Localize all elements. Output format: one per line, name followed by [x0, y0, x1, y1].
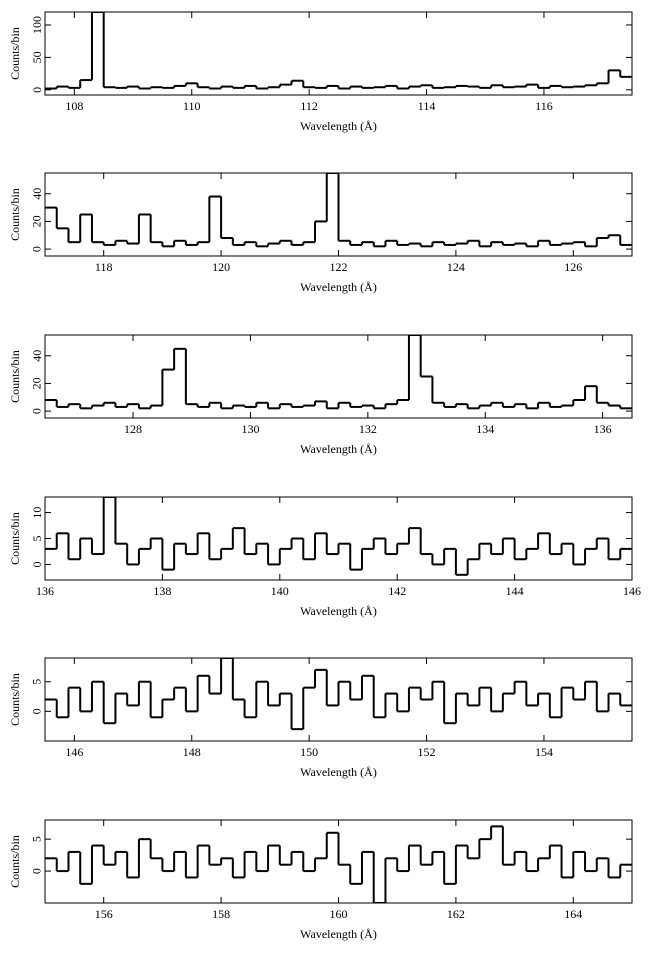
x-tick-label: 154 [535, 745, 553, 759]
x-tick-label: 146 [623, 584, 641, 598]
x-tick-label: 156 [95, 907, 113, 921]
y-tick-label: 10 [30, 507, 44, 519]
x-tick-label: 126 [564, 260, 582, 274]
x-axis-label: Wavelength (Å) [300, 927, 377, 941]
x-axis-label: Wavelength (Å) [300, 119, 377, 133]
y-tick-label: 0 [30, 561, 44, 567]
x-tick-label: 138 [153, 584, 171, 598]
x-tick-label: 122 [330, 260, 348, 274]
y-axis-label: Counts/bin [8, 27, 22, 80]
x-tick-label: 110 [183, 99, 201, 113]
y-tick-label: 5 [30, 536, 44, 542]
frame [44, 496, 633, 581]
x-tick-label: 136 [36, 584, 54, 598]
y-tick-label: 0 [30, 708, 44, 714]
x-tick-label: 140 [271, 584, 289, 598]
frame [44, 657, 633, 742]
y-tick-label: 50 [30, 51, 44, 63]
x-tick-label: 152 [418, 745, 436, 759]
y-tick-label: 40 [30, 350, 44, 362]
y-tick-label: 5 [30, 679, 44, 685]
plot-area [45, 335, 632, 410]
x-tick-label: 162 [447, 907, 465, 921]
x-axis-label: Wavelength (Å) [300, 604, 377, 618]
x-tick-label: 124 [447, 260, 465, 274]
x-tick-label: 148 [183, 745, 201, 759]
y-tick-label: 20 [30, 215, 44, 227]
x-axis-label: Wavelength (Å) [300, 280, 377, 294]
frame [44, 11, 633, 96]
x-tick-label: 108 [65, 99, 83, 113]
x-tick-label: 136 [594, 422, 612, 436]
x-tick-label: 158 [212, 907, 230, 921]
y-tick-label: 20 [30, 377, 44, 389]
y-axis-label: Counts/bin [8, 835, 22, 888]
x-tick-label: 164 [564, 907, 582, 921]
x-axis-label: Wavelength (Å) [300, 765, 377, 779]
x-tick-label: 128 [124, 422, 142, 436]
x-tick-label: 112 [300, 99, 318, 113]
y-tick-label: 40 [30, 188, 44, 200]
y-axis-label: Counts/bin [8, 350, 22, 403]
x-tick-label: 120 [212, 260, 230, 274]
plot-area [45, 12, 632, 90]
plot-area [45, 173, 632, 248]
plot-area [45, 658, 632, 731]
x-axis-label: Wavelength (Å) [300, 442, 377, 456]
y-axis-label: Counts/bin [8, 673, 22, 726]
x-tick-label: 142 [388, 584, 406, 598]
y-tick-label: 0 [30, 868, 44, 874]
y-tick-label: 100 [30, 16, 44, 34]
x-tick-label: 118 [95, 260, 113, 274]
frame [44, 334, 633, 419]
x-tick-label: 114 [418, 99, 436, 113]
y-tick-label: 5 [30, 836, 44, 842]
x-tick-label: 134 [476, 422, 494, 436]
y-axis-label: Counts/bin [8, 512, 22, 565]
x-tick-label: 146 [65, 745, 83, 759]
plot-area [45, 497, 632, 576]
y-tick-label: 0 [30, 246, 44, 252]
x-tick-label: 116 [535, 99, 553, 113]
x-tick-label: 150 [300, 745, 318, 759]
x-tick-label: 132 [359, 422, 377, 436]
x-tick-label: 144 [506, 584, 524, 598]
x-tick-label: 160 [330, 907, 348, 921]
x-tick-label: 130 [241, 422, 259, 436]
y-tick-label: 0 [30, 87, 44, 93]
plot-area [45, 825, 632, 903]
y-axis-label: Counts/bin [8, 188, 22, 241]
y-tick-label: 0 [30, 408, 44, 414]
